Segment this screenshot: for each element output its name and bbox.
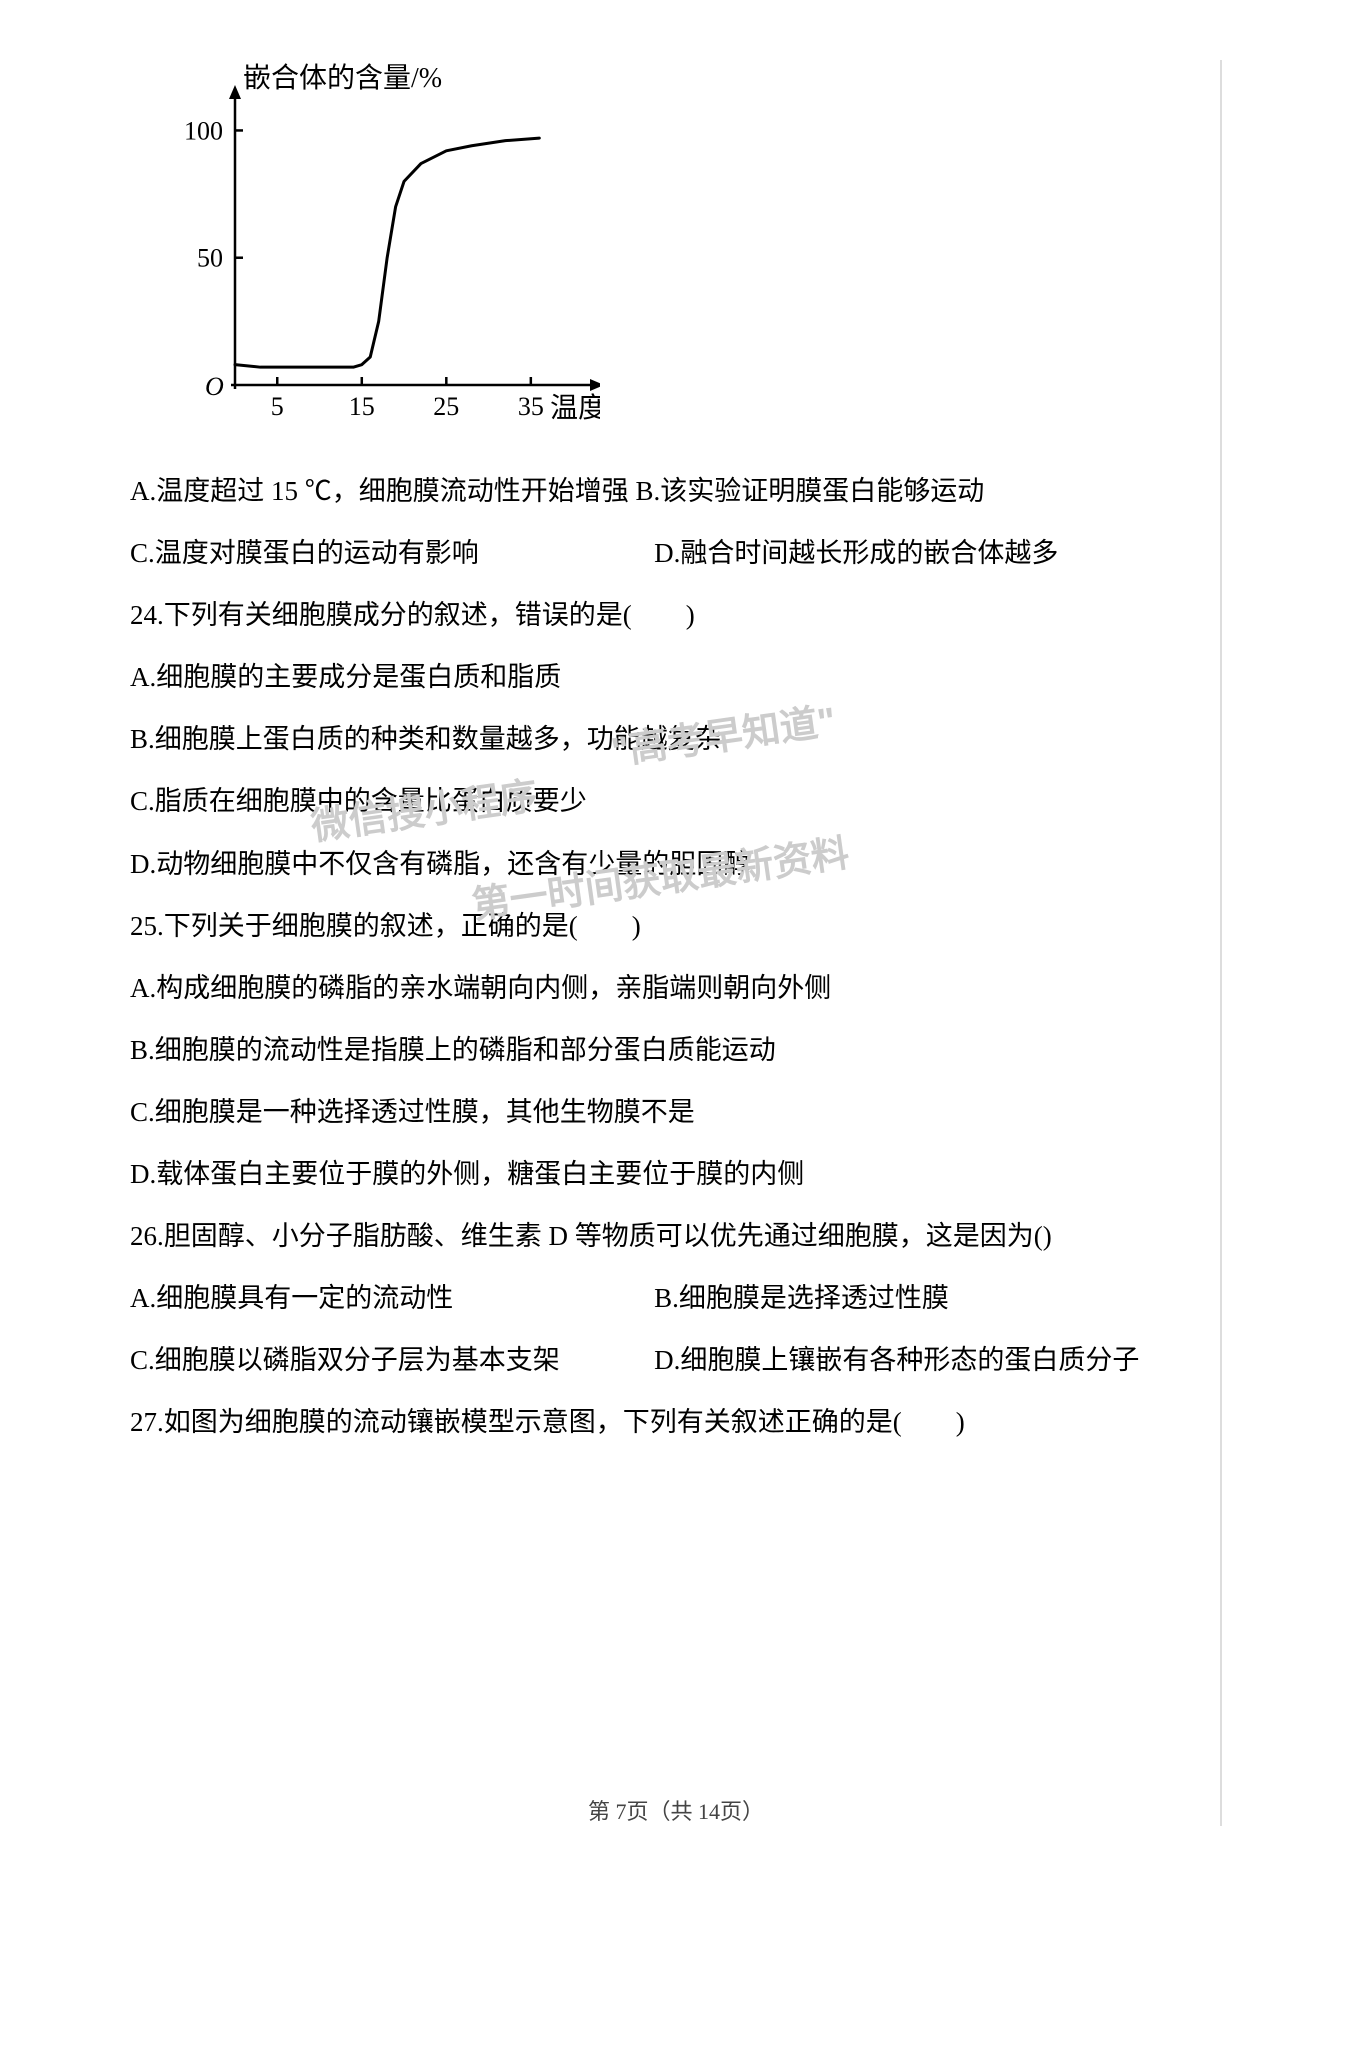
- option-line: D.载体蛋白主要位于膜的外侧，糖蛋白主要位于膜的内侧: [130, 1143, 1222, 1205]
- option-line: A.细胞膜的主要成分是蛋白质和脂质: [130, 646, 1222, 708]
- svg-text:100: 100: [184, 116, 223, 145]
- option-line: C.温度对膜蛋白的运动有影响 D.融合时间越长形成的嵌合体越多: [130, 522, 1222, 584]
- option-c: C.细胞膜以磷脂双分子层为基本支架: [130, 1329, 654, 1391]
- page-footer: 第 7页（共 14页）: [130, 1794, 1222, 1826]
- option-line: C.细胞膜是一种选择透过性膜，其他生物膜不是: [130, 1081, 1222, 1143]
- svg-text:50: 50: [197, 244, 223, 273]
- option-c: C.温度对膜蛋白的运动有影响: [130, 522, 654, 584]
- option-line: A.温度超过 15 ℃，细胞膜流动性开始增强 B.该实验证明膜蛋白能够运动: [130, 460, 1222, 522]
- line-chart: 嵌合体的含量/% O 50 100 5 15 25 35温度/℃: [150, 60, 600, 430]
- option-line: B.细胞膜上蛋白质的种类和数量越多，功能越复杂: [130, 708, 1222, 770]
- option-a: A.细胞膜具有一定的流动性: [130, 1267, 654, 1329]
- question-26: 26.胆固醇、小分子脂肪酸、维生素 D 等物质可以优先通过细胞膜，这是因为(): [130, 1205, 1222, 1267]
- option-line: D.动物细胞膜中不仅含有磷脂，还含有少量的胆固醇: [130, 833, 1222, 895]
- option-line: A.细胞膜具有一定的流动性 B.细胞膜是选择透过性膜: [130, 1267, 1222, 1329]
- option-d: D.细胞膜上镶嵌有各种形态的蛋白质分子: [654, 1329, 1222, 1391]
- svg-text:15: 15: [349, 392, 375, 421]
- vertical-divider: [1220, 60, 1222, 1826]
- option-line: C.细胞膜以磷脂双分子层为基本支架 D.细胞膜上镶嵌有各种形态的蛋白质分子: [130, 1329, 1222, 1391]
- page-container: 嵌合体的含量/% O 50 100 5 15 25 35温度/℃ A.温度超过 15 ℃，细胞…: [130, 60, 1222, 1826]
- question-24: 24.下列有关细胞膜成分的叙述，错误的是( ): [130, 584, 1222, 646]
- question-27: 27.如图为细胞膜的流动镶嵌模型示意图，下列有关叙述正确的是( ): [130, 1391, 1222, 1453]
- question-25: 25.下列关于细胞膜的叙述，正确的是( ): [130, 895, 1222, 957]
- option-d: D.融合时间越长形成的嵌合体越多: [654, 522, 1222, 584]
- svg-text:温度/℃: 温度/℃: [550, 392, 600, 424]
- svg-text:嵌合体的含量/%: 嵌合体的含量/%: [243, 62, 442, 94]
- option-line: C.脂质在细胞膜中的含量比蛋白质要少: [130, 770, 1222, 832]
- option-b: B.细胞膜是选择透过性膜: [654, 1267, 1222, 1329]
- svg-text:5: 5: [271, 392, 284, 421]
- svg-text:35: 35: [518, 392, 544, 421]
- option-line: B.细胞膜的流动性是指膜上的磷脂和部分蛋白质能运动: [130, 1019, 1222, 1081]
- option-line: A.构成细胞膜的磷脂的亲水端朝向内侧，亲脂端则朝向外侧: [130, 957, 1222, 1019]
- svg-text:O: O: [205, 372, 224, 401]
- svg-text:25: 25: [433, 392, 459, 421]
- chart-container: 嵌合体的含量/% O 50 100 5 15 25 35温度/℃: [150, 60, 600, 430]
